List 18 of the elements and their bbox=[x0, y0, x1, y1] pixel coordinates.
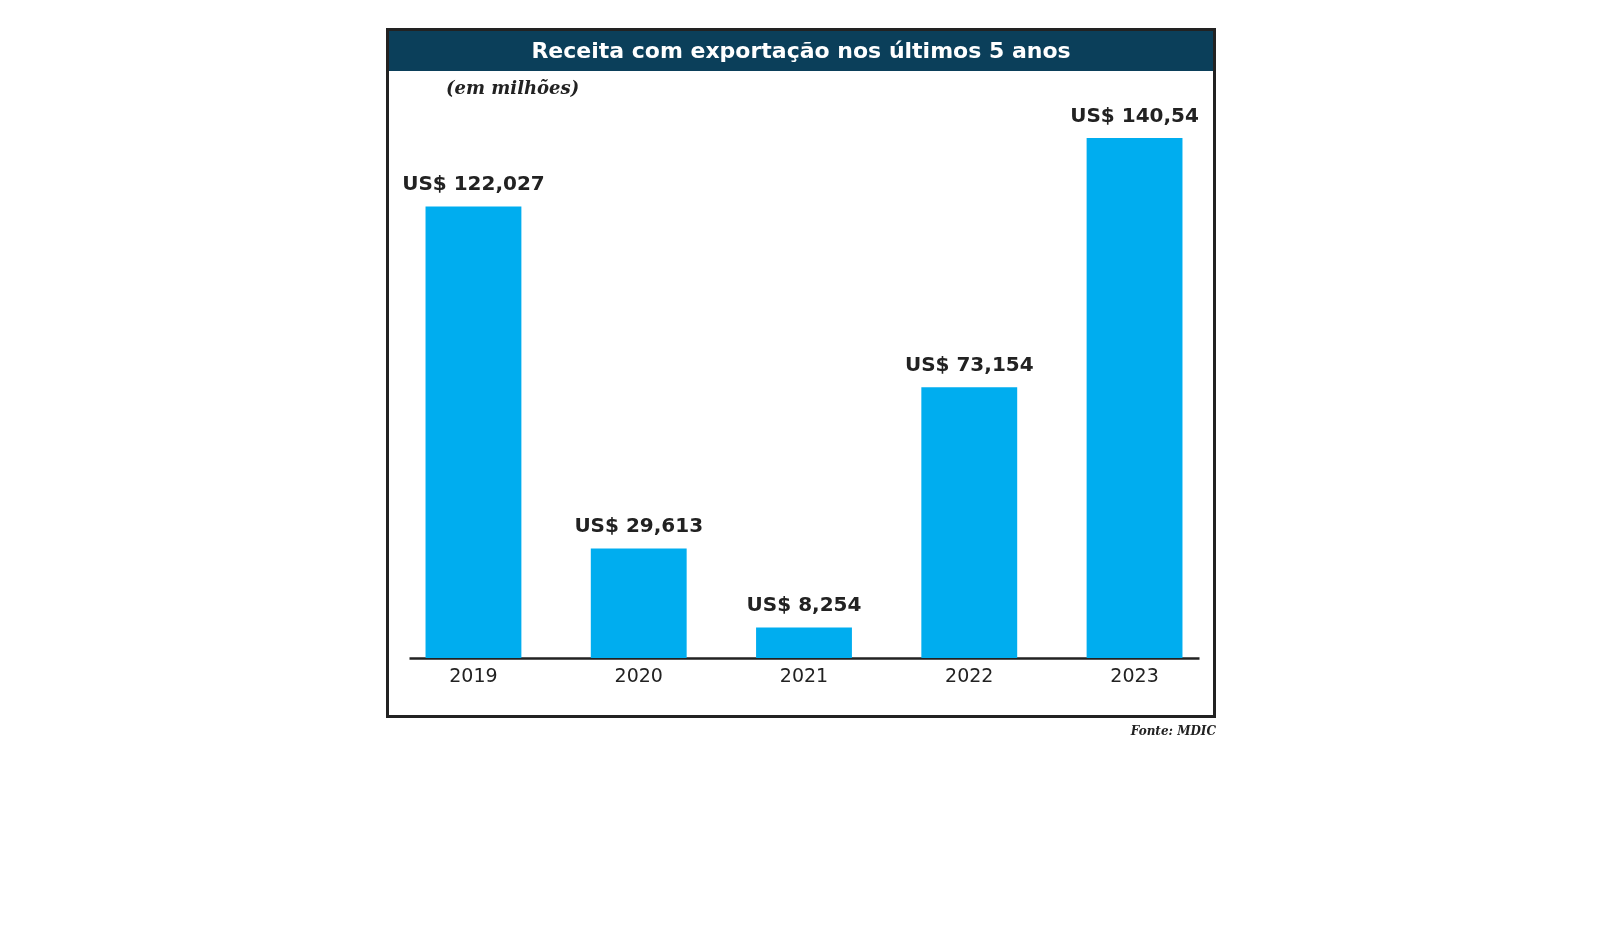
x-tick-label: 2021 bbox=[779, 663, 829, 686]
bar bbox=[590, 548, 687, 658]
text: (em milhões) bbox=[446, 77, 580, 98]
x-tick-label: 2019 bbox=[449, 663, 498, 686]
bar bbox=[425, 206, 522, 658]
data-label: US$ 140,54 bbox=[1070, 103, 1199, 127]
bar bbox=[756, 627, 852, 658]
source-note: Fonte: MDIC bbox=[1129, 724, 1216, 738]
chart-title: Receita com exportação nos últimos 5 anos bbox=[389, 31, 1213, 71]
x-tick-label: 2020 bbox=[614, 663, 663, 686]
x-tick-label: 2022 bbox=[945, 663, 994, 686]
data-label: US$ 73,154 bbox=[904, 352, 1034, 377]
bar bbox=[1086, 138, 1183, 658]
x-tick-label: 2023 bbox=[1110, 663, 1159, 686]
data-label: US$ 8,254 bbox=[746, 592, 862, 617]
data-label: US$ 29,613 bbox=[574, 513, 704, 538]
bar bbox=[921, 387, 1018, 658]
data-label: US$ 122,027 bbox=[402, 171, 545, 196]
